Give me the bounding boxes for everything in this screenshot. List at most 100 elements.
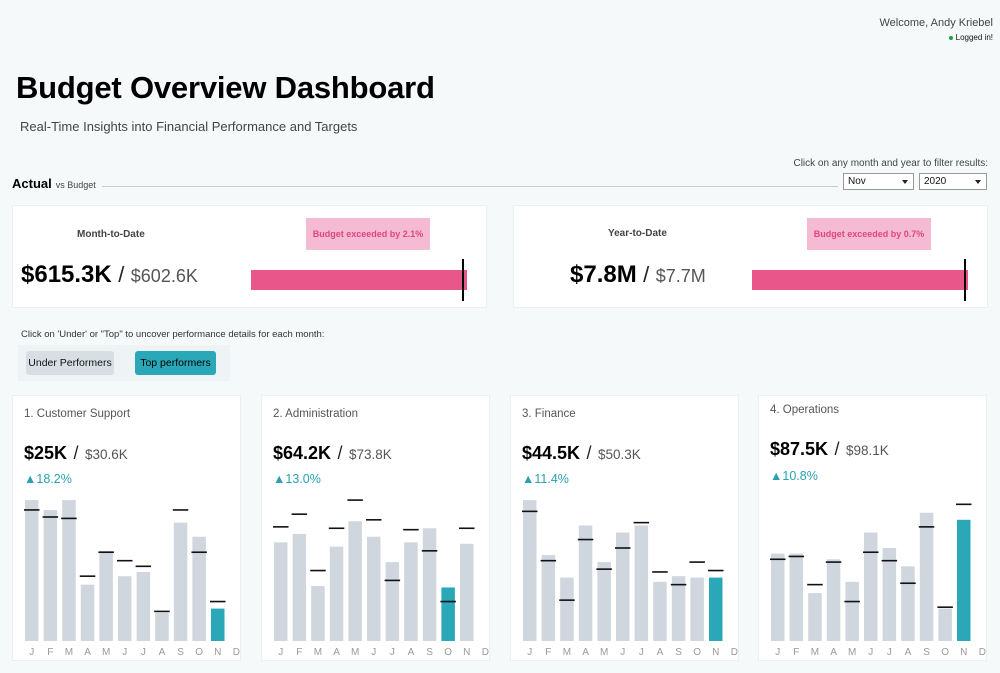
actual-bar[interactable] [864, 532, 878, 642]
month-tick-label[interactable]: A [84, 647, 91, 658]
month-tick-label[interactable]: S [426, 647, 433, 658]
actual-bar[interactable] [938, 608, 952, 641]
month-tick-label[interactable]: F [545, 647, 551, 658]
actual-bar[interactable] [292, 533, 307, 641]
actual-bar[interactable] [136, 571, 151, 641]
month-tick-label[interactable]: O [693, 647, 701, 658]
month-tick-label[interactable]: N [712, 647, 719, 658]
month-tick-label[interactable]: A [582, 647, 589, 658]
actual-bar[interactable] [404, 542, 418, 641]
actual-bar[interactable] [560, 577, 574, 641]
actual-bar[interactable] [634, 525, 649, 641]
month-tick-label[interactable]: J [29, 647, 34, 658]
actual-bar[interactable] [422, 528, 437, 641]
department-card[interactable]: 2. Administration $64.2K / $73.8K ▲13.0%… [261, 395, 490, 661]
month-tick-label[interactable]: J [390, 647, 395, 658]
month-tick-label[interactable]: M [563, 647, 571, 658]
actual-bar[interactable] [155, 612, 169, 641]
month-tick-label[interactable]: N [960, 647, 967, 658]
top-performers-button[interactable]: Top performers [135, 351, 216, 375]
month-tick-label[interactable]: J [122, 647, 127, 658]
actual-bar[interactable] [845, 581, 859, 641]
month-tick-label[interactable]: J [775, 647, 780, 658]
actual-bar[interactable] [348, 521, 362, 641]
month-tick-label[interactable]: M [811, 647, 819, 658]
month-tick-label[interactable]: J [620, 647, 625, 658]
month-select[interactable]: Nov [843, 173, 914, 190]
actual-bar[interactable] [311, 586, 325, 641]
actual-bar[interactable] [616, 532, 630, 642]
under-performers-button[interactable]: Under Performers [26, 351, 114, 375]
month-tick-label[interactable]: A [830, 647, 837, 658]
actual-bar[interactable] [882, 548, 897, 641]
actual-bar[interactable] [671, 576, 686, 641]
actual-bar[interactable] [709, 577, 723, 641]
actual-bar[interactable] [192, 536, 206, 641]
actual-bar[interactable] [118, 576, 132, 641]
actual-bar[interactable] [80, 584, 95, 641]
month-tick-label[interactable]: F [296, 647, 302, 658]
month-tick-label[interactable]: D [233, 647, 240, 658]
month-tick-label[interactable]: J [141, 647, 146, 658]
month-tick-label[interactable]: F [793, 647, 799, 658]
actual-bar[interactable] [826, 559, 841, 641]
actual-bar[interactable] [62, 500, 76, 641]
actual-bar[interactable] [919, 512, 934, 641]
actual-bar[interactable] [541, 555, 556, 641]
month-tick-label[interactable]: S [675, 647, 682, 658]
month-tick-label[interactable]: D [482, 647, 489, 658]
month-tick-label[interactable]: J [639, 647, 644, 658]
actual-bar[interactable] [523, 500, 537, 641]
month-tick-label[interactable]: M [351, 647, 359, 658]
kpi-card-mtd[interactable]: Month-to-Date Budget exceeded by 2.1% $6… [12, 205, 487, 308]
month-tick-label[interactable]: M [848, 647, 856, 658]
month-tick-label[interactable]: S [923, 647, 930, 658]
year-select[interactable]: 2020 [919, 173, 987, 190]
month-tick-label[interactable]: A [333, 647, 340, 658]
actual-bar[interactable] [597, 562, 611, 641]
actual-bar[interactable] [690, 577, 704, 641]
actual-bar[interactable] [808, 593, 822, 641]
actual-bar[interactable] [578, 525, 593, 641]
actual-bar[interactable] [367, 536, 381, 641]
month-tick-label[interactable]: O [444, 647, 452, 658]
month-tick-label[interactable]: O [195, 647, 203, 658]
month-tick-label[interactable]: F [47, 647, 53, 658]
actual-bar[interactable] [653, 581, 667, 641]
month-tick-label[interactable]: J [527, 647, 532, 658]
month-tick-label[interactable]: S [177, 647, 184, 658]
month-tick-label[interactable]: A [657, 647, 664, 658]
month-tick-label[interactable]: O [941, 647, 949, 658]
department-card[interactable]: 4. Operations $87.5K / $98.1K ▲10.8% J F M… [758, 395, 987, 661]
month-tick-label[interactable]: A [159, 647, 166, 658]
actual-bar[interactable] [789, 553, 804, 641]
month-tick-label[interactable]: J [887, 647, 892, 658]
actual-bar[interactable] [329, 546, 344, 641]
actual-bar[interactable] [460, 543, 474, 641]
month-tick-label[interactable]: M [314, 647, 322, 658]
actual-bar[interactable] [901, 566, 915, 641]
month-tick-label[interactable]: M [65, 647, 73, 658]
department-card[interactable]: 1. Customer Support $25K / $30.6K ▲18.2%… [12, 395, 241, 661]
month-tick-label[interactable]: N [463, 647, 470, 658]
actual-bar[interactable] [385, 562, 400, 641]
month-tick-label[interactable]: J [371, 647, 376, 658]
month-tick-label[interactable]: D [979, 647, 986, 658]
actual-bar[interactable] [771, 553, 785, 641]
month-tick-label[interactable]: M [600, 647, 608, 658]
actual-bar[interactable] [274, 542, 288, 641]
month-tick-label[interactable]: J [278, 647, 283, 658]
month-tick-label[interactable]: A [408, 647, 415, 658]
month-tick-label[interactable]: N [214, 647, 221, 658]
actual-bar[interactable] [99, 550, 113, 641]
month-tick-label[interactable]: J [868, 647, 873, 658]
kpi-card-ytd[interactable]: Year-to-Date Budget exceeded by 0.7% $7.… [513, 205, 988, 308]
actual-bar[interactable] [173, 522, 188, 641]
month-tick-label[interactable]: A [905, 647, 912, 658]
actual-bar[interactable] [211, 608, 225, 641]
actual-bar[interactable] [25, 500, 39, 641]
actual-bar[interactable] [43, 509, 58, 641]
actual-bar[interactable] [441, 587, 455, 641]
actual-bar[interactable] [957, 519, 971, 641]
